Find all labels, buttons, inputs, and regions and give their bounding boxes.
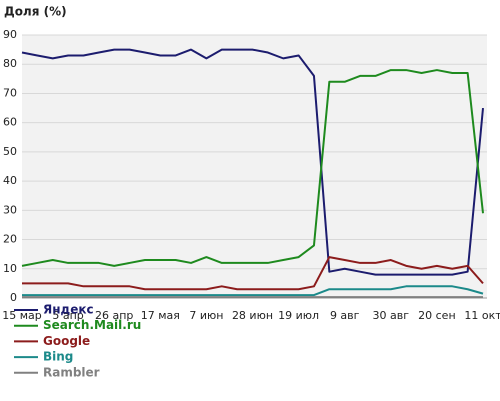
y-tick-label: 90	[3, 28, 17, 41]
x-tick-label: 20 сен	[418, 309, 456, 322]
plot-area	[22, 35, 487, 298]
series-line	[22, 256, 484, 291]
series-line	[22, 285, 484, 297]
chart-title: Доля (%)	[4, 5, 67, 19]
series-line	[21, 48, 484, 276]
x-tick-label: 19 июл	[278, 309, 319, 322]
x-tick-label: 28 июн	[232, 309, 273, 322]
legend-label: Rambler	[43, 365, 100, 379]
x-tick-label: 26 апр	[95, 309, 133, 322]
legend-label: Search.Mail.ru	[43, 318, 141, 332]
x-tick-label: 15 мар	[2, 309, 42, 322]
y-tick-label: 30	[3, 203, 17, 216]
y-tick-label: 50	[3, 145, 17, 158]
y-tick-label: 80	[3, 57, 17, 70]
legend-label: Google	[43, 334, 90, 348]
y-tick-label: 0	[10, 291, 17, 304]
y-tick-label: 20	[3, 233, 17, 246]
x-tick-label: 30 авг	[373, 309, 410, 322]
legend-label: Bing	[43, 350, 73, 364]
x-tick-label: 11 окт	[464, 309, 500, 322]
x-tick-label: 9 авг	[330, 309, 360, 322]
y-tick-label: 10	[3, 262, 17, 275]
y-tick-label: 60	[3, 116, 17, 129]
y-tick-label: 40	[3, 174, 17, 187]
y-tick-label: 70	[3, 86, 17, 99]
x-tick-label: 7 июн	[189, 309, 223, 322]
legend-label: Яндекс	[43, 303, 94, 317]
x-tick-label: 5 апр	[52, 309, 83, 322]
x-tick-label: 17 мая	[141, 309, 180, 322]
series-line	[21, 69, 484, 267]
